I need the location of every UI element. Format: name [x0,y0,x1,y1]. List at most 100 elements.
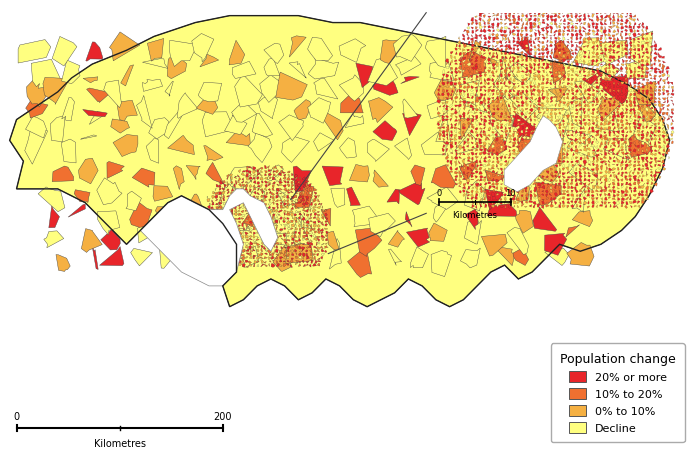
Polygon shape [630,83,631,86]
Polygon shape [591,127,594,130]
Polygon shape [534,68,535,71]
Polygon shape [475,23,478,26]
Polygon shape [241,257,245,260]
Polygon shape [545,190,548,194]
Polygon shape [219,235,222,238]
Polygon shape [634,206,637,207]
Polygon shape [439,131,442,133]
Polygon shape [290,265,292,268]
Polygon shape [550,93,553,95]
Polygon shape [530,131,533,133]
Polygon shape [442,83,445,86]
Polygon shape [295,250,297,253]
Polygon shape [279,184,283,187]
Polygon shape [483,124,485,126]
Polygon shape [637,146,640,148]
Polygon shape [317,237,320,238]
Polygon shape [541,90,544,93]
Polygon shape [317,243,320,245]
Polygon shape [604,61,607,63]
Polygon shape [608,197,611,199]
Polygon shape [543,112,545,116]
Polygon shape [563,38,565,41]
Polygon shape [641,194,644,197]
Polygon shape [566,15,569,20]
Polygon shape [500,35,504,37]
Polygon shape [104,81,121,108]
Polygon shape [554,67,556,70]
Polygon shape [607,193,611,197]
Polygon shape [663,124,665,126]
Polygon shape [257,173,261,176]
Polygon shape [579,145,582,148]
Polygon shape [593,34,595,37]
Polygon shape [525,101,527,105]
Polygon shape [491,24,494,27]
Polygon shape [219,256,221,259]
Polygon shape [665,67,669,71]
Polygon shape [559,198,561,202]
Polygon shape [545,205,549,208]
Polygon shape [447,93,450,97]
Polygon shape [493,137,494,141]
Polygon shape [642,93,644,96]
Polygon shape [492,171,495,173]
Polygon shape [658,135,660,138]
Polygon shape [467,105,470,108]
Polygon shape [491,27,494,30]
Polygon shape [637,27,640,30]
Polygon shape [467,97,471,99]
Polygon shape [596,179,599,182]
Polygon shape [587,89,591,92]
Polygon shape [246,228,249,229]
Polygon shape [483,169,486,172]
Polygon shape [655,171,658,175]
Polygon shape [599,137,604,141]
Polygon shape [617,38,619,42]
Polygon shape [476,76,478,79]
Polygon shape [517,84,519,85]
Polygon shape [455,157,458,160]
Polygon shape [633,190,636,193]
Polygon shape [279,229,283,231]
Polygon shape [321,209,331,227]
Polygon shape [308,184,311,188]
Polygon shape [554,207,558,208]
Polygon shape [629,179,631,182]
Polygon shape [26,78,52,108]
Polygon shape [642,80,645,81]
Polygon shape [547,162,549,165]
Legend: 20% or more, 10% to 20%, 0% to 10%, Decline: 20% or more, 10% to 20%, 0% to 10%, Decl… [551,344,685,442]
Polygon shape [654,127,656,130]
Polygon shape [608,153,611,155]
Polygon shape [471,42,473,45]
Polygon shape [254,200,255,202]
Polygon shape [534,50,536,52]
Polygon shape [226,131,252,147]
Polygon shape [667,109,669,111]
Polygon shape [537,75,541,79]
Polygon shape [256,206,259,209]
Polygon shape [480,94,483,98]
Polygon shape [630,167,631,170]
Polygon shape [630,45,632,48]
Polygon shape [479,153,482,156]
Polygon shape [651,49,653,52]
Polygon shape [290,235,294,239]
Polygon shape [629,194,631,197]
Polygon shape [486,164,490,167]
Polygon shape [646,175,648,177]
Polygon shape [550,4,552,7]
Polygon shape [653,174,657,179]
Polygon shape [219,188,221,191]
Polygon shape [592,46,595,49]
Polygon shape [211,233,214,235]
Polygon shape [268,257,271,260]
Polygon shape [583,76,586,78]
Polygon shape [219,232,222,235]
Polygon shape [533,94,535,96]
Polygon shape [554,190,557,193]
Polygon shape [322,167,343,186]
Polygon shape [663,93,665,96]
Polygon shape [588,61,590,64]
